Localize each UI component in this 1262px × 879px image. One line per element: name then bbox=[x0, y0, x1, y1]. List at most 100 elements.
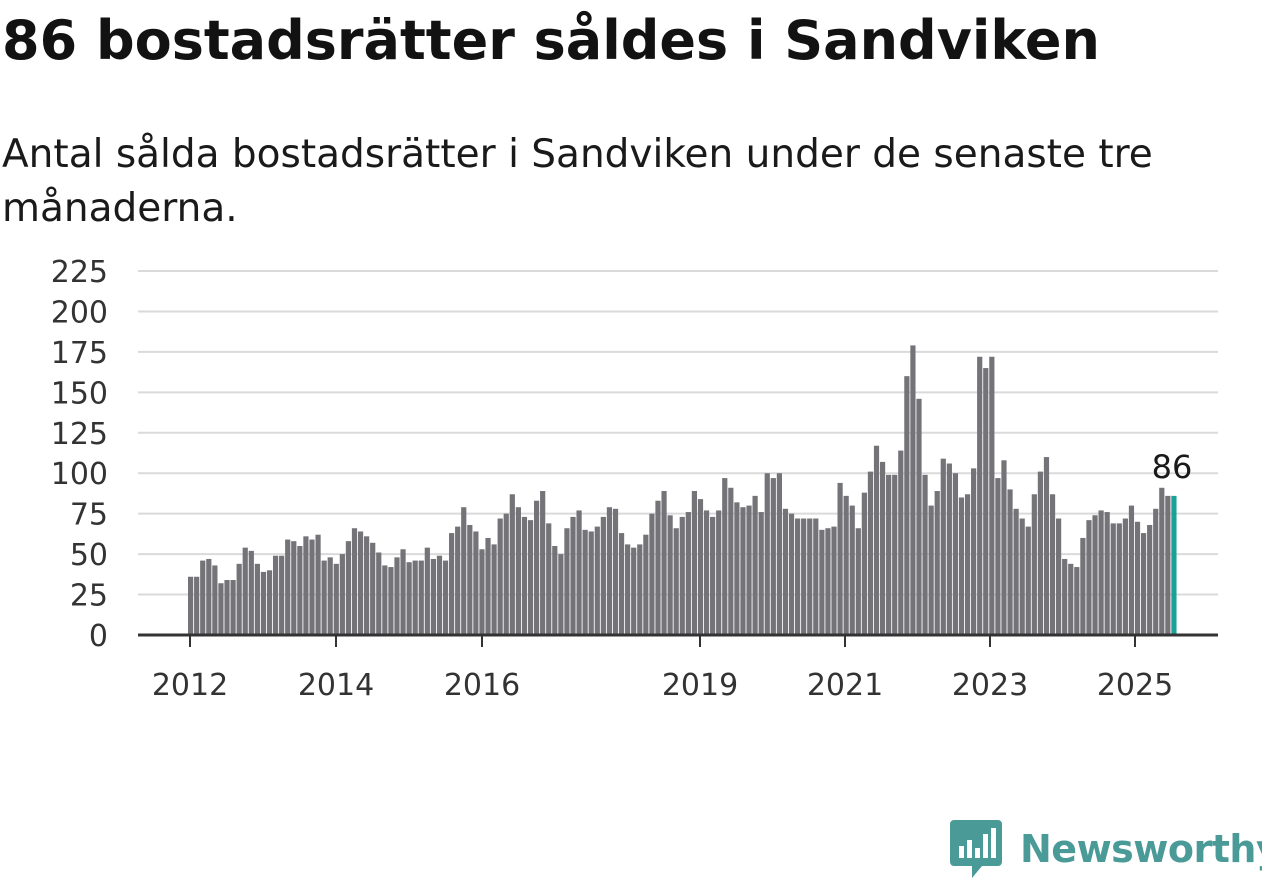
bar bbox=[1049, 494, 1056, 635]
bar bbox=[849, 505, 855, 635]
bar bbox=[564, 528, 570, 635]
bar bbox=[788, 513, 795, 635]
bar bbox=[904, 376, 910, 635]
bar bbox=[946, 463, 952, 635]
bar bbox=[691, 491, 698, 635]
bar bbox=[406, 562, 412, 635]
y-tick-label: 125 bbox=[51, 417, 108, 452]
bar bbox=[376, 552, 382, 635]
bar bbox=[345, 541, 352, 635]
bar bbox=[357, 531, 364, 635]
bar bbox=[831, 526, 837, 635]
bar bbox=[643, 534, 649, 635]
bar bbox=[449, 533, 455, 635]
bar bbox=[1086, 520, 1092, 635]
bar bbox=[194, 576, 200, 635]
bar bbox=[879, 461, 886, 635]
y-tick-label: 75 bbox=[70, 498, 108, 533]
bar bbox=[533, 500, 540, 635]
bar bbox=[212, 565, 218, 635]
bar bbox=[612, 508, 619, 635]
x-tick-label: 2023 bbox=[952, 668, 1028, 703]
bar bbox=[224, 579, 230, 635]
bar bbox=[297, 546, 303, 635]
bar bbox=[825, 528, 831, 635]
bar bbox=[1074, 567, 1080, 635]
brand-name: Newsworthy bbox=[1020, 827, 1262, 871]
bar bbox=[364, 536, 370, 635]
bar bbox=[1128, 505, 1135, 635]
bar bbox=[631, 547, 637, 635]
bar-highlight bbox=[1171, 495, 1177, 635]
bar bbox=[479, 549, 485, 635]
bar bbox=[807, 518, 813, 635]
bar bbox=[1068, 563, 1074, 635]
bar bbox=[934, 491, 940, 635]
bar bbox=[266, 570, 273, 635]
y-axis-ticks: 0 25 50 75 100 125 150 175 200 225 bbox=[51, 255, 108, 654]
bar bbox=[685, 512, 691, 635]
bar bbox=[964, 494, 971, 635]
bar bbox=[1092, 515, 1098, 635]
y-tick-label: 225 bbox=[51, 255, 108, 290]
y-tick-label: 150 bbox=[51, 376, 108, 411]
bar bbox=[898, 450, 904, 635]
y-tick-label: 50 bbox=[70, 538, 108, 573]
bar bbox=[1025, 526, 1031, 635]
y-tick-label: 100 bbox=[51, 457, 108, 492]
bar bbox=[989, 356, 995, 635]
bar bbox=[1001, 460, 1007, 635]
bar bbox=[260, 571, 267, 635]
bar bbox=[230, 579, 236, 635]
bar bbox=[661, 491, 667, 635]
bar bbox=[740, 507, 746, 635]
bar bbox=[424, 547, 430, 635]
bar bbox=[673, 528, 679, 635]
bar bbox=[795, 518, 801, 635]
bar bbox=[521, 516, 528, 635]
bar bbox=[625, 544, 631, 635]
bar bbox=[1134, 521, 1141, 635]
bar bbox=[467, 524, 473, 635]
bar bbox=[928, 505, 934, 635]
y-tick-label: 25 bbox=[70, 579, 108, 614]
bar bbox=[430, 558, 436, 635]
bar bbox=[1013, 508, 1019, 635]
bar bbox=[703, 510, 710, 635]
bar bbox=[497, 518, 503, 635]
bar bbox=[861, 492, 867, 635]
bar bbox=[248, 550, 254, 635]
bar bbox=[910, 345, 916, 635]
bar bbox=[485, 537, 491, 635]
y-tick-label: 175 bbox=[51, 336, 108, 371]
bar bbox=[873, 445, 880, 635]
bar bbox=[552, 546, 558, 635]
bar bbox=[710, 516, 716, 635]
bar bbox=[1056, 518, 1062, 635]
bar bbox=[188, 576, 194, 635]
bar bbox=[1104, 512, 1110, 635]
bar bbox=[594, 526, 600, 635]
bar bbox=[606, 507, 613, 635]
bar bbox=[461, 507, 467, 635]
x-tick-label: 2021 bbox=[807, 668, 883, 703]
bar bbox=[254, 563, 260, 635]
bar bbox=[764, 473, 770, 635]
bar bbox=[1165, 495, 1171, 635]
bar bbox=[491, 544, 497, 635]
bar bbox=[958, 497, 965, 635]
bar bbox=[697, 499, 704, 635]
bar bbox=[388, 567, 394, 635]
bar bbox=[1098, 510, 1104, 635]
bar bbox=[867, 471, 874, 635]
bar bbox=[400, 549, 406, 635]
bar bbox=[242, 547, 248, 635]
bar bbox=[509, 494, 515, 635]
newsworthy-logo: Newsworthy bbox=[950, 820, 1262, 878]
bar bbox=[716, 510, 722, 635]
bar bbox=[558, 554, 564, 635]
bar bbox=[770, 478, 776, 635]
bar bbox=[952, 473, 959, 635]
bar bbox=[758, 512, 764, 635]
bar bbox=[649, 513, 655, 635]
